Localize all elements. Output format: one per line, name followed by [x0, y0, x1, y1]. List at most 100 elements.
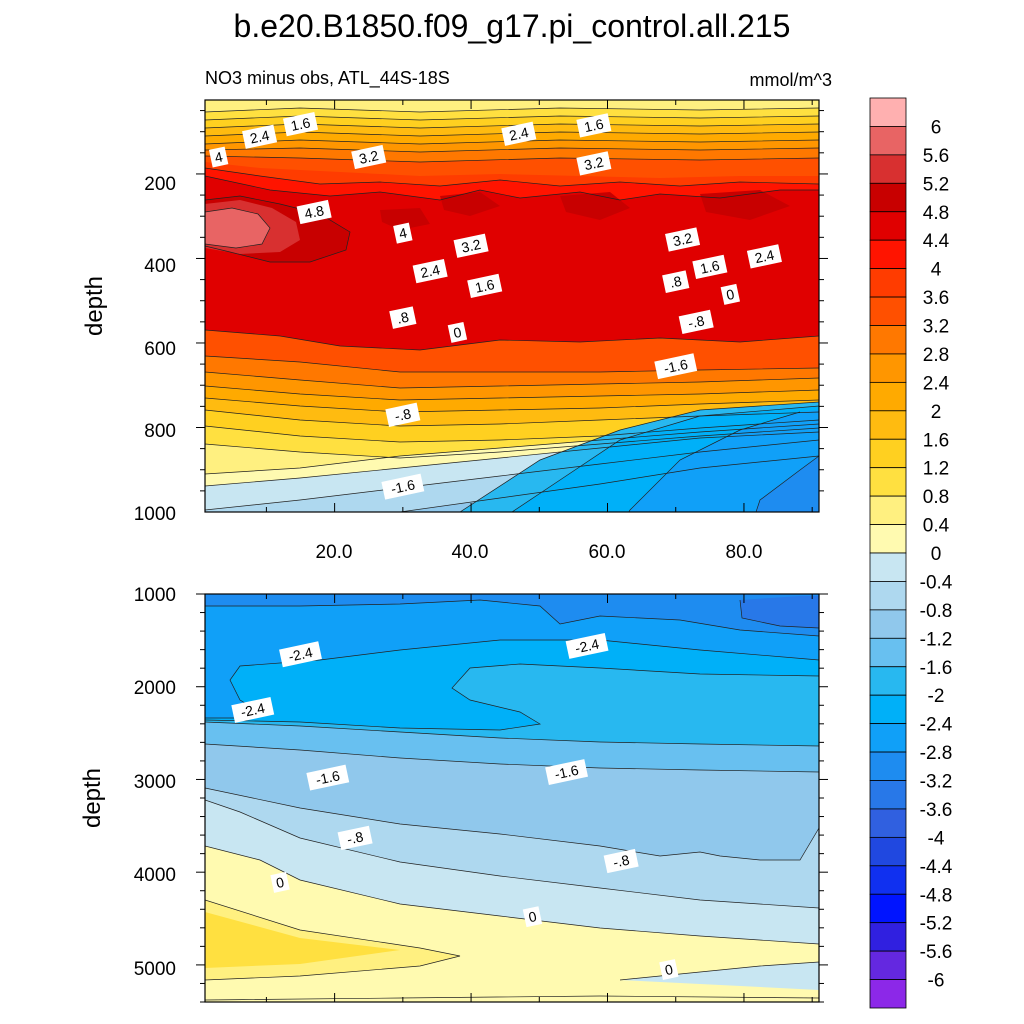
- contour-label-box: [501, 121, 537, 146]
- colorbar-label: 1.2: [923, 459, 949, 480]
- contour-label-box: [381, 473, 425, 500]
- contour-label-box: [351, 144, 387, 170]
- contour-label-text: 0: [725, 286, 736, 303]
- contour-label: 0: [522, 906, 543, 928]
- contour-label-text: 1.6: [474, 276, 497, 296]
- colorbar-label: 5.2: [923, 174, 949, 195]
- colorbar-label: -6: [928, 971, 945, 992]
- contour-label: 1.6: [467, 273, 503, 299]
- colorbar-swatch: [869, 353, 907, 383]
- colorbar-label: -4.4: [920, 857, 953, 878]
- colorbar-label: -5.6: [920, 942, 953, 963]
- contour-label-text: 0: [663, 961, 674, 978]
- colorbar: 6 5.6 5.2 4.8 4.4 4 3.6 3.2 2.8 2.4 2 1.6 1.2 0.8 0.4 0…: [869, 97, 953, 1009]
- contour-label-box: [242, 124, 278, 149]
- contour-label: 0: [270, 871, 290, 893]
- colorbar-swatch: [869, 268, 907, 298]
- colorbar-label: -2: [928, 686, 945, 707]
- contour-label-text: 3.2: [583, 153, 606, 173]
- contour-label-box: [654, 353, 698, 380]
- colorbar-swatch: [869, 495, 907, 525]
- contour-label-text: -1.6: [553, 762, 580, 783]
- colorbar-swatch: [869, 751, 907, 781]
- contour-label-box: [385, 402, 421, 427]
- colorbar-swatch: [869, 524, 907, 554]
- contour-label-text: 1.6: [583, 115, 606, 135]
- contour-label-text: 1.6: [289, 114, 312, 134]
- contour-label: -1.6: [545, 759, 589, 785]
- contour-label: 2.4: [746, 244, 782, 269]
- contour-label: -.8: [603, 848, 639, 874]
- contour-label-text: -2.4: [574, 636, 601, 657]
- contour-label-text: 2.4: [508, 124, 531, 144]
- contour-label-box: [678, 309, 714, 334]
- contour-label-box: [389, 306, 417, 329]
- colorbar-swatch: [869, 666, 907, 696]
- lower-band-0.8: [205, 912, 400, 968]
- colorbar-label: 2: [931, 402, 942, 423]
- contour-label: -2.4: [565, 632, 609, 659]
- contour-label-text: -2.4: [239, 700, 266, 721]
- colorbar-swatch: [869, 296, 907, 326]
- xtick-label: 80.0: [726, 542, 763, 563]
- contour-label-box: [603, 848, 639, 874]
- contour-label-text: 2.4: [248, 127, 271, 147]
- contour-label-text: -.8: [345, 828, 365, 847]
- contour-label-text: -1.6: [662, 356, 689, 377]
- colorbar-swatch: [869, 182, 907, 213]
- contour-label-box: [545, 759, 589, 785]
- colorbar-swatch: [869, 410, 907, 440]
- contour-label-text: 2.4: [753, 246, 776, 266]
- xtick-label: 20.0: [316, 542, 353, 563]
- colorbar-label: -3.2: [920, 772, 953, 793]
- contour-label-box: [576, 151, 612, 176]
- contour-label-box: [746, 244, 782, 269]
- contour-label-box: [659, 959, 679, 981]
- lower-axis-ticks: [196, 593, 828, 1003]
- contour-label-box: [565, 632, 609, 659]
- upper-patch-a: [440, 192, 500, 216]
- colorbar-label: 6: [931, 117, 942, 138]
- contour-label-text: 3.2: [358, 147, 381, 167]
- colorbar-swatch: [869, 609, 907, 639]
- colorbar-label: -0.8: [920, 601, 953, 622]
- contour-label-text: -.8: [687, 312, 707, 331]
- contour-label-text: 3.2: [460, 236, 483, 256]
- contour-label: .8: [662, 270, 690, 294]
- upper-ytick-label: 800: [144, 421, 176, 442]
- lower-panel-field: [205, 594, 819, 1002]
- colorbar-label: -2.4: [920, 715, 953, 736]
- upper-band--3.2: [756, 456, 819, 512]
- upper-band--2.8: [628, 410, 819, 512]
- contour-label: 0: [720, 283, 741, 305]
- lower-band--2.8: [205, 594, 819, 718]
- colorbar-label: 2.4: [923, 373, 950, 394]
- colorbar-label: -4.8: [920, 885, 953, 906]
- colorbar-swatch: [869, 922, 907, 952]
- contour-label-box: [393, 222, 413, 244]
- colorbar-label: 3.2: [923, 317, 949, 338]
- contour-label-box: [208, 146, 229, 168]
- colorbar-swatch: [869, 979, 907, 1009]
- contour-label-box: [522, 906, 543, 928]
- contour-label-box: [412, 259, 448, 284]
- upper-ytick-label: 200: [144, 174, 176, 195]
- lower-band--0.4b: [620, 962, 819, 990]
- colorbar-swatch: [869, 723, 907, 753]
- contour-label-text: -1.6: [314, 767, 341, 788]
- contour-label: 3.2: [351, 144, 387, 170]
- colorbar-swatch: [869, 865, 907, 895]
- colorbar-label: 5.6: [923, 146, 949, 167]
- colorbar-swatch: [869, 694, 907, 725]
- upper-patch-b: [560, 192, 630, 220]
- colorbar-label: 4: [931, 260, 942, 281]
- contour-label-box: [576, 113, 612, 138]
- contour-label: -.8: [337, 825, 373, 851]
- colorbar-label: 2.8: [923, 345, 949, 366]
- upper-axis-ticks: [196, 100, 828, 512]
- contour-label-text: 0: [527, 908, 538, 925]
- colorbar-label: -1.6: [920, 658, 953, 679]
- colorbar-label: -3.6: [920, 800, 953, 821]
- colorbar-swatch: [869, 239, 907, 270]
